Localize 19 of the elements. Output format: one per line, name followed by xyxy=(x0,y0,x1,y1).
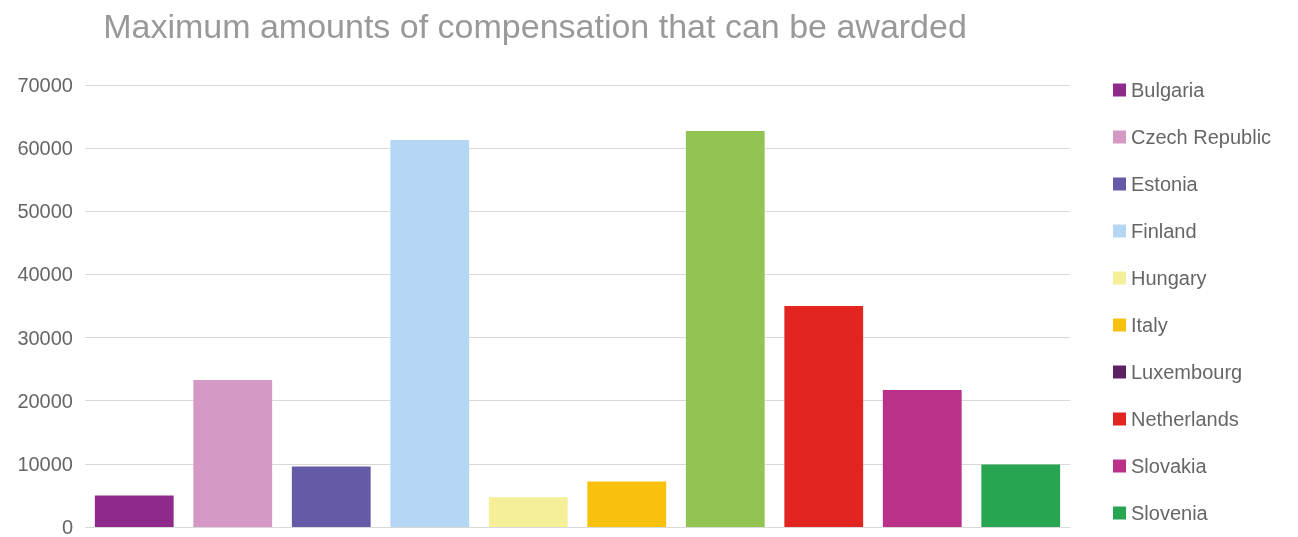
y-tick-label: 40000 xyxy=(17,263,73,286)
legend-label: Hungary xyxy=(1131,267,1207,289)
legend-label: Czech Republic xyxy=(1131,126,1272,148)
y-tick-label: 10000 xyxy=(17,452,73,475)
legend-label: Italy xyxy=(1131,314,1168,336)
legend-label: Slovenia xyxy=(1131,502,1209,524)
legend-label: Slovakia xyxy=(1131,455,1208,477)
y-tick-label: 20000 xyxy=(17,389,73,412)
legend-label: Bulgaria xyxy=(1131,79,1206,101)
chart-title: Maximum amounts of compensation that can be awarded xyxy=(103,7,967,45)
legend-label: Finland xyxy=(1131,220,1197,242)
y-tick-label: 70000 xyxy=(17,74,73,96)
y-tick-label: 60000 xyxy=(17,137,73,160)
y-tick-label: 30000 xyxy=(17,326,73,349)
y-tick-label: 50000 xyxy=(17,200,73,223)
y-tick-label: 0 xyxy=(61,516,73,537)
legend-label: Estonia xyxy=(1131,173,1199,195)
legend-label: Luxembourg xyxy=(1131,361,1243,383)
legend-label: Netherlands xyxy=(1131,408,1239,430)
